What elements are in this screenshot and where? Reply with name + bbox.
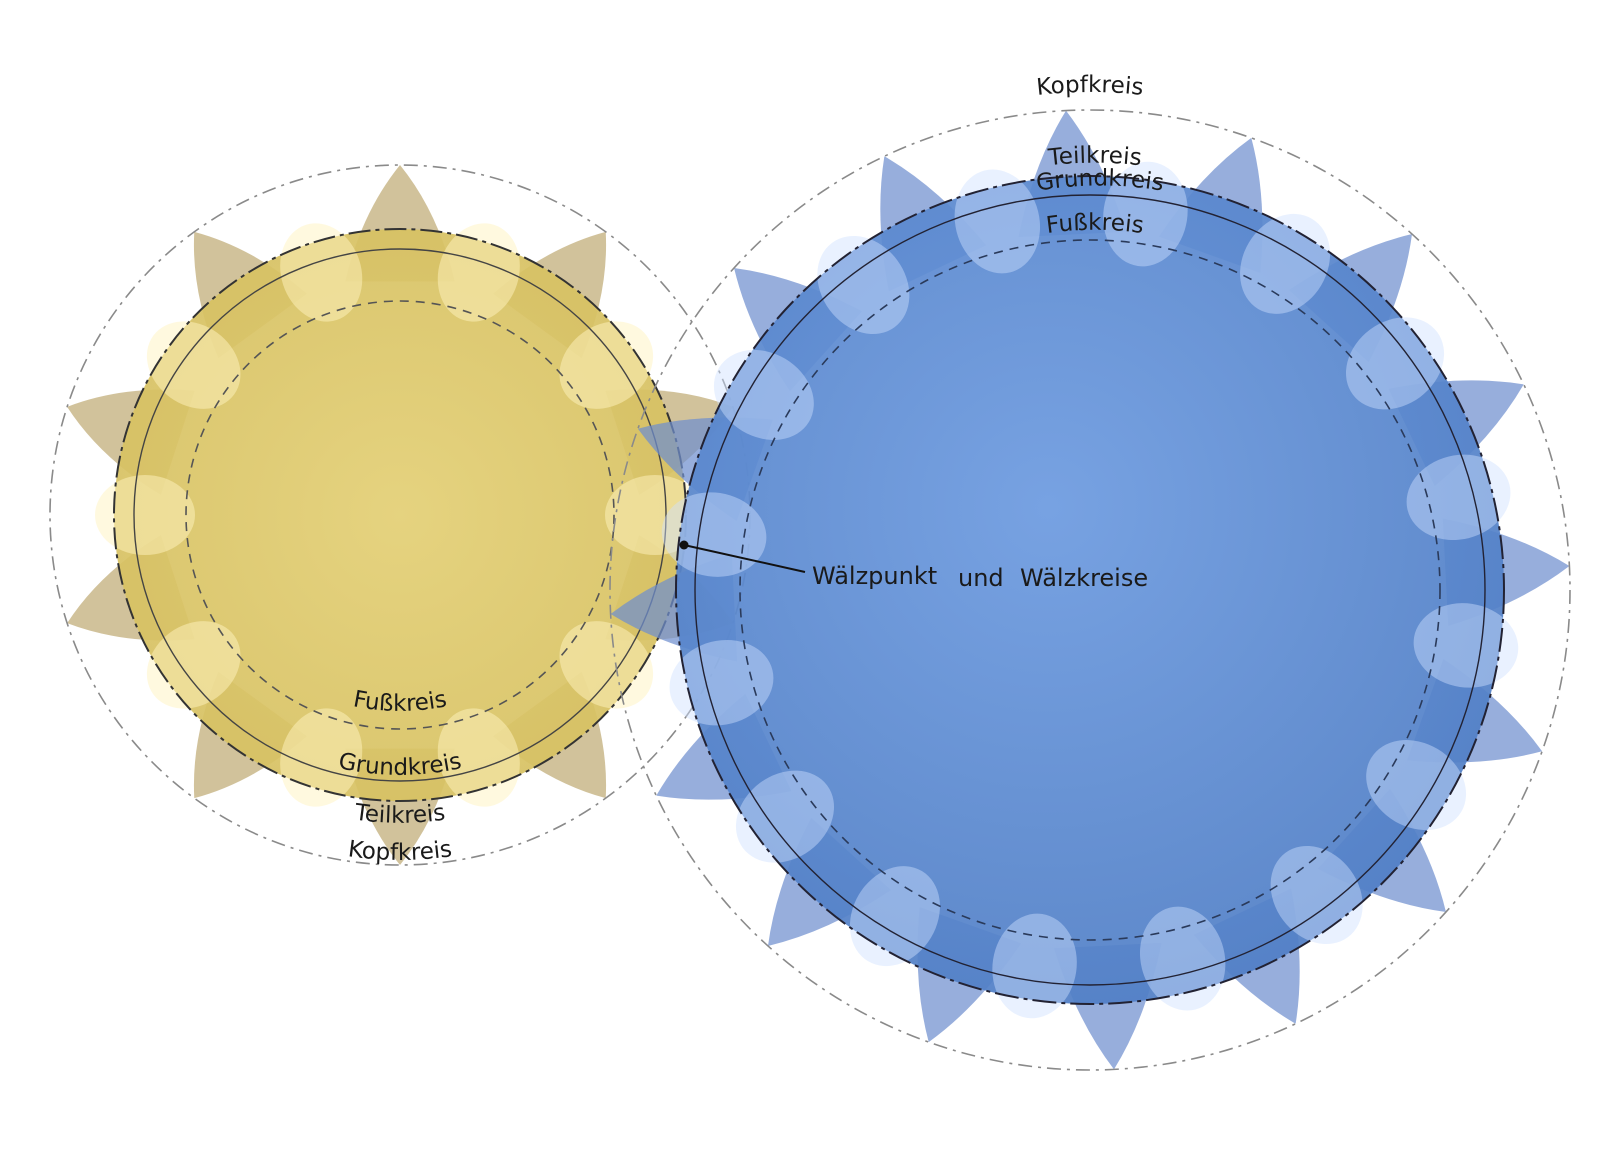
large-gear-gap-1 <box>1103 161 1188 267</box>
large-base-circle <box>694 194 1486 986</box>
small-base-circle <box>133 248 667 782</box>
small-tip-circle-label: Kopfkreis <box>347 836 454 866</box>
large-pitch-circle <box>675 175 1505 1005</box>
large-gear-body <box>676 176 1504 1004</box>
small-gear-gap-1 <box>437 223 520 322</box>
large-gear-gap-13 <box>661 492 767 577</box>
callout-label-pitch-point: Wälzpunkt <box>812 562 937 590</box>
large-gear-gap-5 <box>1413 603 1519 688</box>
large-root-circle <box>739 239 1441 941</box>
large-tip-circle <box>609 109 1571 1071</box>
pitch-point-dot <box>679 540 689 550</box>
large-gear <box>609 109 1571 1071</box>
small-pitch-circle-label: Teilkreis <box>352 800 446 829</box>
large-pitch-circle-label: Teilkreis <box>1046 143 1143 172</box>
large-tip-circle-label: Kopfkreis <box>1035 72 1144 101</box>
large-root-circle-label: Fußkreis <box>1045 210 1146 239</box>
small-root-circle-label: Fußkreis <box>351 686 448 717</box>
small-gear <box>49 164 751 866</box>
callout-label-and: und <box>958 564 1004 592</box>
small-gear-gap-10 <box>280 223 363 322</box>
callout-label-pitch-circles: Wälzkreise <box>1020 564 1148 592</box>
callout-leader-line <box>683 544 806 573</box>
small-gear-gap-8 <box>95 475 195 555</box>
small-gear-gap-6 <box>280 708 363 807</box>
small-root-circle <box>185 300 615 730</box>
small-gear-body <box>114 229 686 801</box>
large-base-circle-label: Grundkreis <box>1034 165 1165 196</box>
pitch-point-callout: Wälzpunkt und Wälzkreise <box>679 540 1148 592</box>
large-gear-gap-4 <box>1406 454 1511 541</box>
small-gear-tooth-gaps <box>95 223 705 807</box>
small-gear-gap-5 <box>437 708 520 807</box>
large-gear-gap-9 <box>992 913 1077 1019</box>
large-gear-gap-8 <box>1139 906 1226 1011</box>
